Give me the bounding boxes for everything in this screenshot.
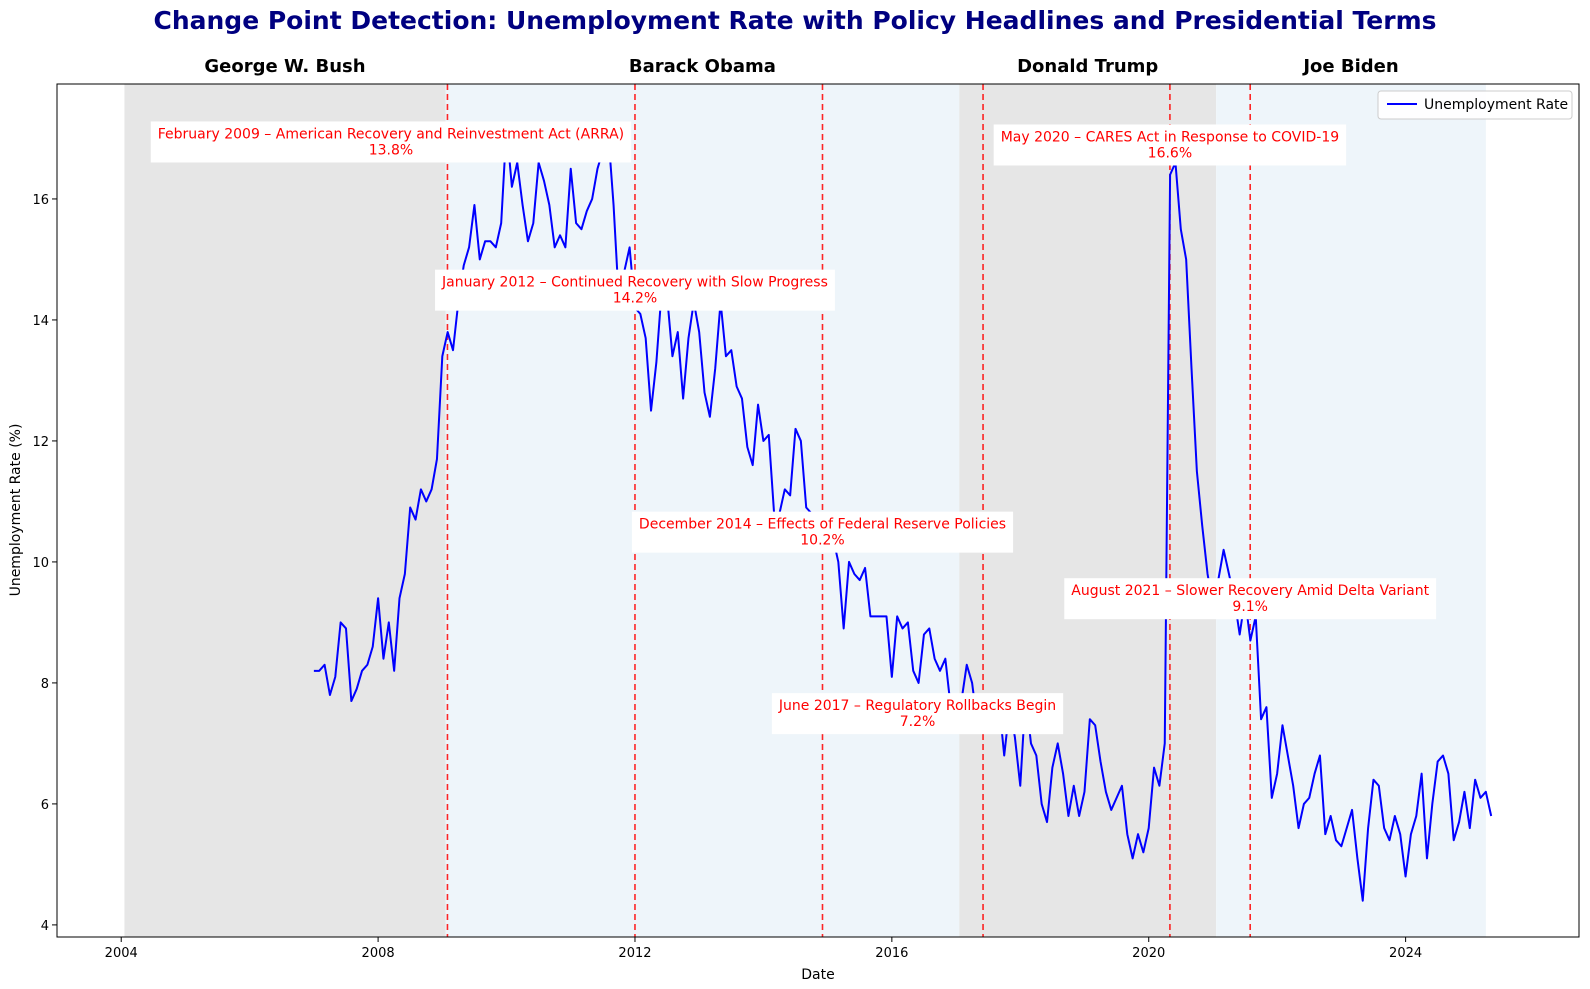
annotation-box <box>771 693 1064 735</box>
annotation-box <box>150 121 632 163</box>
change-point-annotation-5: May 2020 – CARES Act in Response to COVI… <box>993 124 1347 166</box>
term-label-barack-obama: Barack Obama <box>629 56 776 77</box>
legend: Unemployment Rate <box>1377 90 1573 120</box>
annotation-box <box>631 511 1014 553</box>
y-tick-label: 14 <box>32 314 49 329</box>
x-tick-label: 2004 <box>105 946 138 961</box>
y-tick-label: 4 <box>41 919 49 934</box>
annotation-box <box>435 269 835 311</box>
x-tick-label: 2016 <box>875 946 908 961</box>
y-tick-label: 10 <box>32 556 49 571</box>
annotation-headline: January 2012 – Continued Recovery with S… <box>441 275 828 291</box>
presidential-term-labels: George W. Bush Barack Obama Donald Trump Jo… <box>204 56 1398 77</box>
term-label-joe-biden: Joe Biden <box>1301 56 1398 77</box>
y-axis-label: Unemployment Rate (%) <box>8 424 24 597</box>
annotation-headline: December 2014 – Effects of Federal Reser… <box>639 517 1006 533</box>
y-axis-ticks: 4 6 8 10 12 14 16 <box>32 193 57 934</box>
annotation-value: 13.8% <box>369 142 413 158</box>
chart-title: Change Point Detection: Unemployment Rat… <box>153 6 1436 35</box>
x-axis-ticks: 2004 2008 2012 2016 2020 2024 <box>105 937 1422 961</box>
annotation-value: 9.1% <box>1232 599 1268 615</box>
legend-label: Unemployment Rate <box>1424 97 1568 113</box>
term-band-george-w-bush <box>124 84 446 937</box>
y-tick-label: 12 <box>32 435 49 450</box>
change-point-annotations: February 2009 – American Recovery and Re… <box>150 121 1437 735</box>
change-point-annotation-2: January 2012 – Continued Recovery with S… <box>435 269 835 311</box>
annotation-headline: June 2017 – Regulatory Rollbacks Begin <box>778 698 1056 714</box>
term-band-barack-obama <box>445 84 960 937</box>
x-axis-label: Date <box>801 967 834 983</box>
change-point-annotation-1: February 2009 – American Recovery and Re… <box>150 121 632 163</box>
term-label-donald-trump: Donald Trump <box>1017 56 1158 77</box>
change-point-annotation-3: December 2014 – Effects of Federal Reser… <box>631 511 1014 553</box>
term-band-donald-trump <box>959 84 1217 937</box>
x-tick-label: 2020 <box>1132 946 1165 961</box>
y-tick-label: 8 <box>41 677 49 692</box>
change-point-annotation-6: August 2021 – Slower Recovery Amid Delta… <box>1064 578 1437 620</box>
unemployment-rate-line <box>313 125 1493 902</box>
x-tick-label: 2012 <box>618 946 651 961</box>
annotation-box <box>993 124 1347 166</box>
annotation-value: 10.2% <box>800 533 844 549</box>
annotation-box <box>1064 578 1437 620</box>
term-label-george-w-bush: George W. Bush <box>204 56 365 77</box>
annotation-headline: August 2021 – Slower Recovery Amid Delta… <box>1071 583 1429 599</box>
x-tick-label: 2008 <box>362 946 395 961</box>
change-point-annotation-4: June 2017 – Regulatory Rollbacks Begin7.… <box>771 693 1064 735</box>
presidential-term-bands <box>124 84 1486 937</box>
y-tick-label: 6 <box>41 798 49 813</box>
term-band-joe-biden <box>1216 84 1486 937</box>
change-point-lines <box>446 84 1251 937</box>
annotation-value: 14.2% <box>613 291 657 307</box>
x-tick-label: 2024 <box>1389 946 1422 961</box>
annotation-headline: February 2009 – American Recovery and Re… <box>158 126 624 142</box>
annotation-value: 16.6% <box>1148 145 1192 161</box>
plot-frame <box>56 83 1580 938</box>
y-tick-label: 16 <box>32 193 49 208</box>
annotation-value: 7.2% <box>900 714 936 730</box>
annotation-headline: May 2020 – CARES Act in Response to COVI… <box>1001 129 1339 145</box>
legend-box <box>1377 90 1573 120</box>
